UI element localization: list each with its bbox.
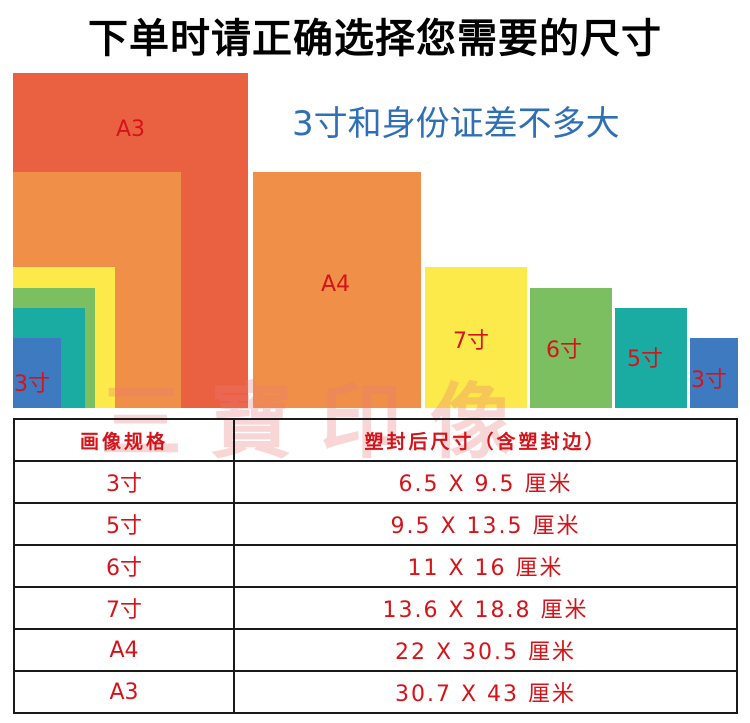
seven-label: 7寸 xyxy=(453,329,489,354)
table-row: A4 22 X 30.5 厘米 xyxy=(13,628,738,672)
five-label: 5寸 xyxy=(627,347,663,372)
row-size: 5寸 xyxy=(13,502,235,546)
three-label: 3寸 xyxy=(691,368,727,393)
six-box: 6寸 xyxy=(530,288,612,408)
table-row: 3寸 6.5 X 9.5 厘米 xyxy=(13,460,738,504)
row-size: A3 xyxy=(13,670,235,714)
header-dims: 塑封后尺寸（含塑封边） xyxy=(233,418,738,462)
three-nested-label: 3寸 xyxy=(14,372,50,397)
row-dims: 30.7 X 43 厘米 xyxy=(233,670,738,714)
row-dims: 13.6 X 18.8 厘米 xyxy=(233,586,738,630)
page-title: 下单时请正确选择您需要的尺寸 xyxy=(88,16,662,62)
row-size: 7寸 xyxy=(13,586,235,630)
row-dims: 6.5 X 9.5 厘米 xyxy=(233,460,738,504)
header-size: 画像规格 xyxy=(13,418,235,462)
row-size: 3寸 xyxy=(13,460,235,504)
subtitle: 3寸和身份证差不多大 xyxy=(292,104,620,144)
seven-box: 7寸 xyxy=(425,267,527,408)
three-box: 3寸 xyxy=(690,338,738,408)
row-dims: 9.5 X 13.5 厘米 xyxy=(233,502,738,546)
table-row: 6寸 11 X 16 厘米 xyxy=(13,544,738,588)
table-row: A3 30.7 X 43 厘米 xyxy=(13,670,738,714)
six-label: 6寸 xyxy=(546,338,582,363)
size-table: 画像规格 塑封后尺寸（含塑封边） 3寸 6.5 X 9.5 厘米 5寸 9.5 … xyxy=(13,418,738,714)
table-header-row: 画像规格 塑封后尺寸（含塑封边） xyxy=(13,418,738,462)
a3-label: A3 xyxy=(116,117,146,142)
three-nested-box: 3寸 xyxy=(13,338,61,408)
a4-box: A4 xyxy=(253,172,421,408)
row-dims: 22 X 30.5 厘米 xyxy=(233,628,738,672)
row-dims: 11 X 16 厘米 xyxy=(233,544,738,588)
table-row: 7寸 13.6 X 18.8 厘米 xyxy=(13,586,738,630)
row-size: 6寸 xyxy=(13,544,235,588)
table-row: 5寸 9.5 X 13.5 厘米 xyxy=(13,502,738,546)
row-size: A4 xyxy=(13,628,235,672)
five-box: 5寸 xyxy=(615,308,687,408)
a4-label: A4 xyxy=(321,272,351,297)
